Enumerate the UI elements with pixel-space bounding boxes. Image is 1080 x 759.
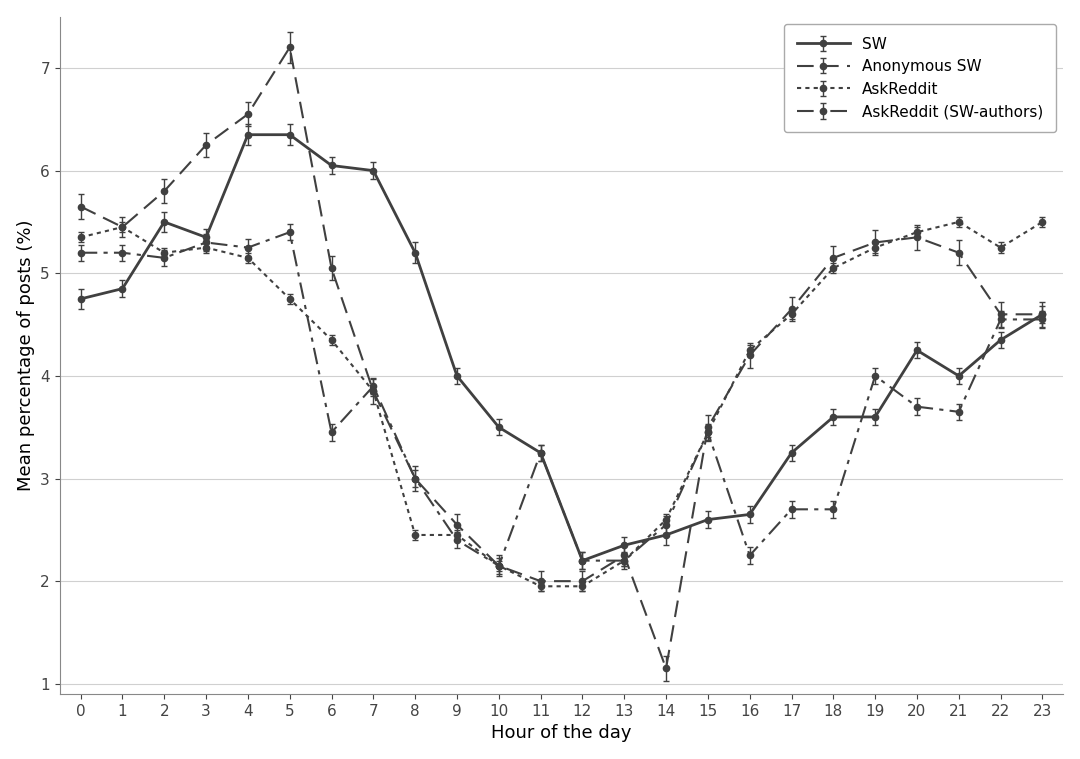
Y-axis label: Mean percentage of posts (%): Mean percentage of posts (%) (16, 219, 35, 491)
Legend: SW, Anonymous SW, AskReddit, AskReddit (SW-authors): SW, Anonymous SW, AskReddit, AskReddit (… (784, 24, 1055, 131)
X-axis label: Hour of the day: Hour of the day (491, 724, 632, 742)
